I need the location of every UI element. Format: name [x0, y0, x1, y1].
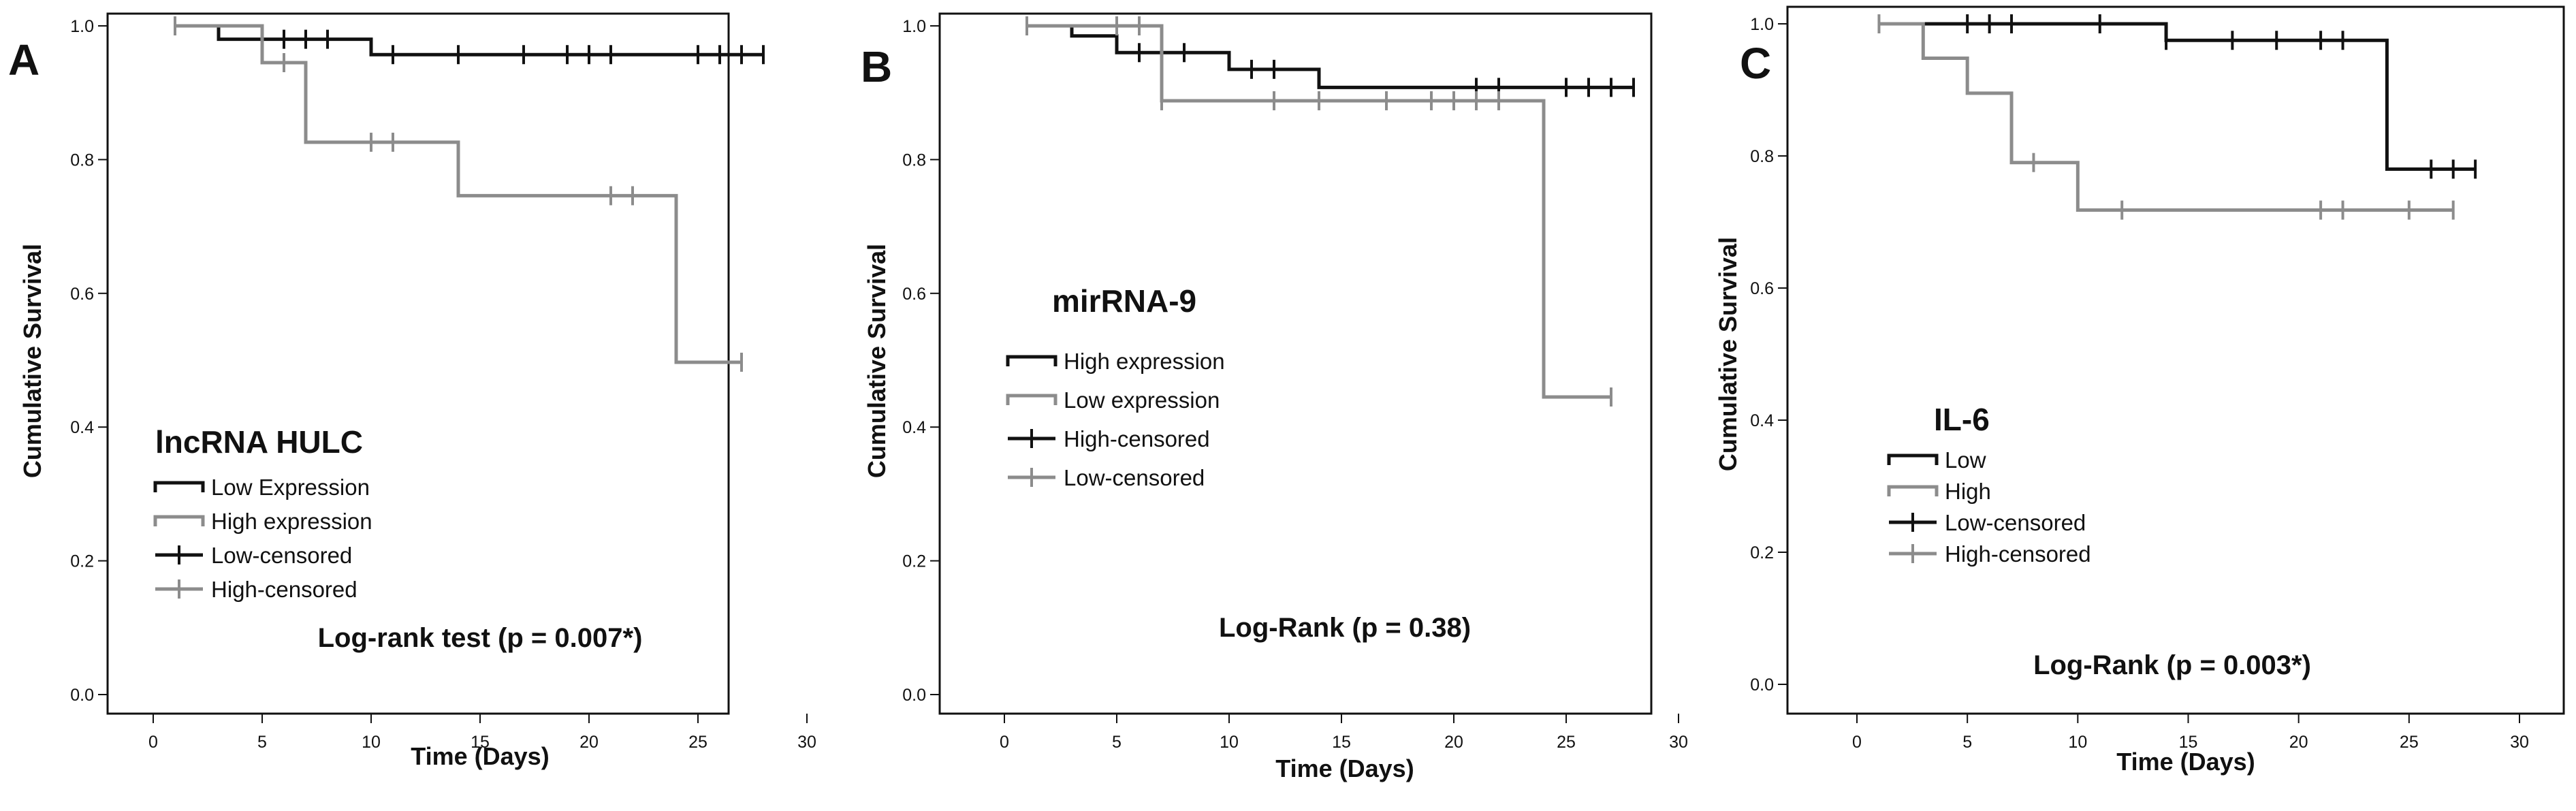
legend-label: High-censored [211, 577, 357, 602]
y-tick-label: 0.0 [70, 686, 94, 705]
y-tick-label: 0.4 [1750, 411, 1774, 430]
legend-line-swatch [153, 481, 205, 492]
x-tick-label: 0 [1852, 733, 1862, 752]
x-tick-label: 20 [2289, 733, 2308, 752]
y-tick-label: 0.8 [1750, 147, 1774, 166]
legend: mirRNA-9 High expression Low expression Hig… [1006, 283, 1225, 490]
y-axis-title: Cumulative Survival [1714, 237, 1742, 471]
legend-label: Low [1945, 447, 1986, 473]
x-tick-label: 25 [1557, 733, 1576, 752]
x-tick-label: 10 [1220, 733, 1239, 752]
y-tick-label: 0.0 [1750, 675, 1774, 695]
legend-line-swatch [1006, 355, 1058, 366]
plot-frame [938, 12, 1653, 715]
x-tick-label: 15 [2179, 733, 2198, 752]
legend-title: lncRNA HULC [155, 424, 363, 460]
series-high [1877, 14, 2455, 220]
legend-title: mirRNA-9 [1052, 283, 1196, 319]
x-tick-label: 10 [362, 733, 381, 752]
y-tick-label: 0.0 [902, 686, 926, 705]
legend-label: Low-censored [1064, 465, 1205, 490]
legend-label: High [1945, 479, 1991, 504]
survival-step-line [175, 24, 742, 364]
y-tick-label: 0.2 [70, 552, 94, 571]
chart-panel-a: A 0.0 0.2 0.4 0.6 0.8 1.0 0 5 10 15 20 25 30 Time (Day… [8, 12, 816, 770]
y-tick-label: 0.8 [70, 150, 94, 170]
x-tick-label: 20 [579, 733, 599, 752]
legend-label: Low expression [1064, 387, 1220, 413]
legend-label: High expression [1064, 349, 1225, 374]
plot-frame [1786, 5, 2565, 715]
x-tick-label: 25 [688, 733, 707, 752]
legend-line-swatch [1887, 485, 1939, 496]
x-axis-title: Time (Days) [2116, 748, 2255, 776]
legend-label: High expression [211, 509, 372, 534]
series-low [1879, 14, 2477, 179]
y-tick-label: 0.2 [902, 552, 926, 571]
p-value-annotation: Log-Rank (p = 0.003*) [2033, 650, 2311, 680]
legend-label: Low Expression [211, 475, 370, 500]
y-tick-label: 0.6 [1750, 279, 1774, 298]
y-tick-label: 1.0 [70, 17, 94, 36]
x-tick-label: 0 [148, 733, 158, 752]
series-high-expression [174, 16, 743, 372]
x-tick-label: 30 [2510, 733, 2529, 752]
x-tick-label: 5 [1112, 733, 1122, 752]
legend-label: Low-censored [211, 543, 352, 568]
panel-letter: C [1740, 39, 1771, 88]
chart-panel-c: C 0.0 0.2 0.4 0.6 0.8 1.0 0 5 10 15 20 25 30 Time (Day… [1714, 5, 2565, 776]
legend: lncRNA HULC Low Expression High expression… [153, 424, 372, 602]
panel-letter: B [861, 42, 892, 91]
legend-line-swatch [1006, 394, 1058, 405]
x-tick-label: 0 [1000, 733, 1009, 752]
survival-step-line [1027, 24, 1634, 89]
y-tick-label: 0.4 [902, 418, 926, 437]
series-low-expression [1025, 16, 1612, 407]
x-axis-title: Time (Days) [1275, 754, 1414, 782]
x-tick-label: 25 [2400, 733, 2419, 752]
y-tick-label: 1.0 [1750, 15, 1774, 34]
y-tick-label: 0.6 [902, 285, 926, 304]
x-tick-label: 5 [1962, 733, 1972, 752]
x-tick-label: 30 [797, 733, 816, 752]
x-tick-label: 20 [1444, 733, 1463, 752]
legend-label: High-censored [1945, 541, 2091, 567]
x-tick-label: 30 [1669, 733, 1688, 752]
y-tick-label: 0.4 [70, 418, 94, 437]
x-tick-label: 5 [257, 733, 267, 752]
x-axis-title: Time (Days) [411, 742, 549, 770]
legend: IL-6 Low High Low-censored High-censored [1887, 402, 2091, 567]
y-tick-label: 0.2 [1750, 543, 1774, 562]
x-tick-label: 15 [1332, 733, 1351, 752]
y-tick-label: 0.8 [902, 150, 926, 170]
legend-title: IL-6 [1934, 402, 1990, 437]
y-tick-label: 0.6 [70, 285, 94, 304]
y-tick-label: 1.0 [902, 17, 926, 36]
y-axis-title: Cumulative Survival [18, 244, 46, 478]
x-tick-label: 10 [2068, 733, 2087, 752]
y-axis-title: Cumulative Survival [863, 244, 891, 478]
legend-line-swatch [153, 515, 205, 526]
survival-step-line [1879, 22, 2453, 212]
chart-panel-b: B 0.0 0.2 0.4 0.6 0.8 1.0 0 5 10 15 20 25 30 Time (Day… [861, 12, 1688, 782]
panel-letter: A [8, 35, 39, 84]
plot-frame [106, 12, 730, 715]
p-value-annotation: Log-rank test (p = 0.007*) [318, 623, 643, 653]
legend-label: High-censored [1064, 426, 1210, 451]
x-tick-label: 15 [471, 733, 490, 752]
p-value-annotation: Log-Rank (p = 0.38) [1219, 613, 1471, 643]
legend-label: Low-censored [1945, 510, 2086, 535]
legend-line-swatch [1887, 454, 1939, 465]
